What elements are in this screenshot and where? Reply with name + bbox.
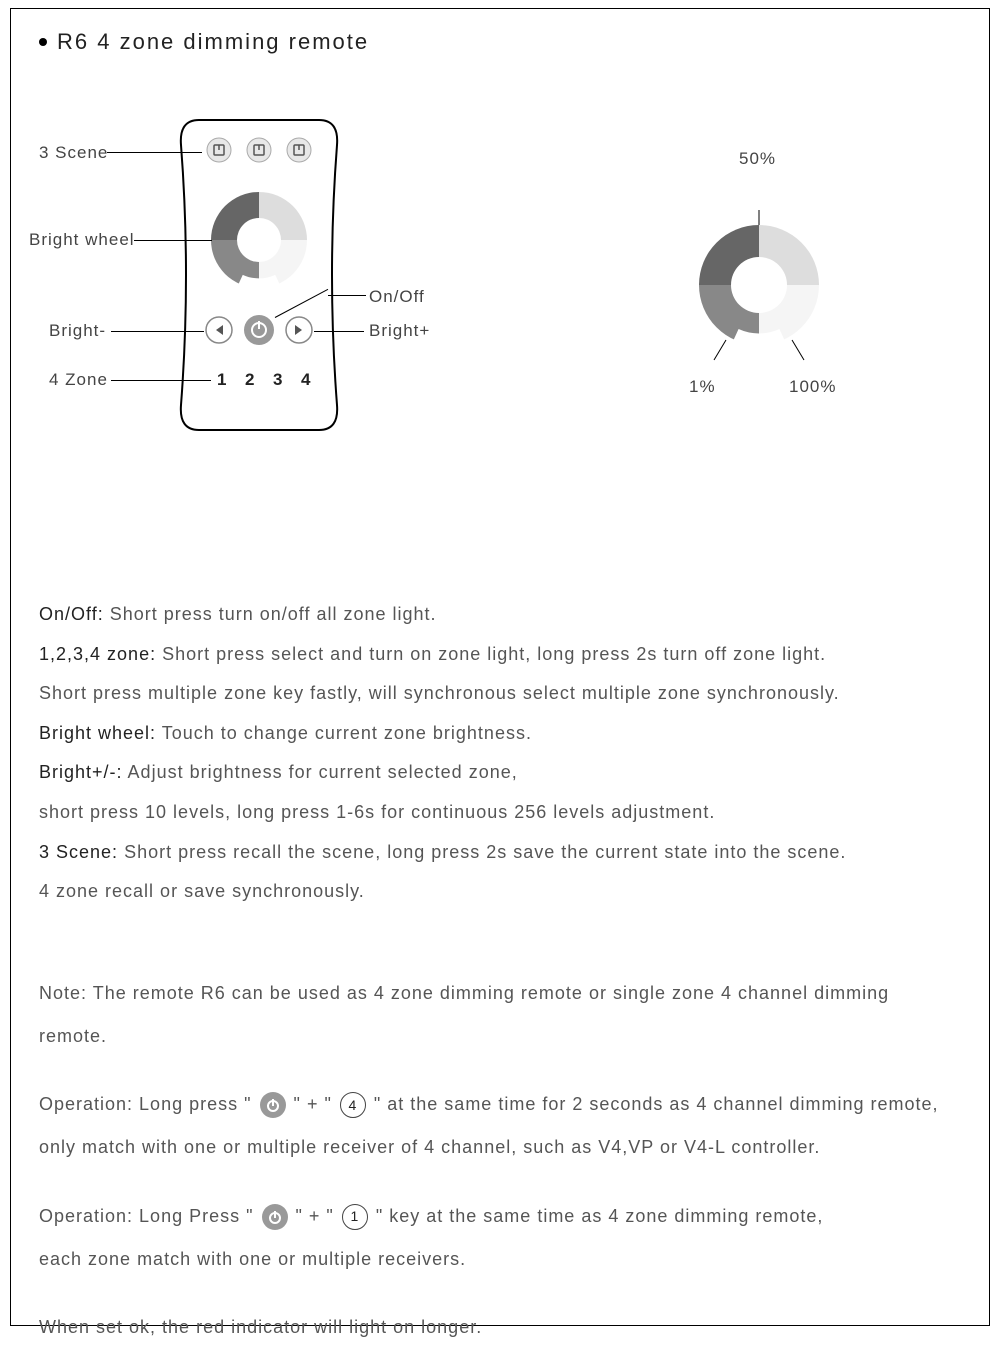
op1-a: Operation: Long press ": [39, 1094, 252, 1114]
wheel-label-50: 50%: [739, 149, 776, 169]
label-four-zone: 4 Zone: [49, 370, 108, 390]
label-bright-wheel: Bright wheel: [29, 230, 129, 250]
label-bright-minus: Bright-: [49, 321, 106, 341]
b-bright: Bright+/-:: [39, 762, 123, 782]
instructions-body: On/Off: Short press turn on/off all zone…: [39, 595, 961, 912]
op2-b: " + ": [296, 1206, 334, 1226]
b-scene: 3 Scene:: [39, 842, 118, 862]
title-row: R6 4 zone dimming remote: [39, 29, 961, 55]
leader-line: [314, 331, 364, 332]
wheel-label-1: 1%: [689, 377, 716, 397]
final-line: When set ok, the red indicator will ligh…: [39, 1306, 961, 1349]
bullet-icon: [39, 38, 47, 46]
label-on-off: On/Off: [369, 287, 425, 307]
leader-line: [111, 331, 204, 332]
label-scene: 3 Scene: [39, 143, 108, 163]
t-note: The remote R6 can be used as 4 zone dimm…: [39, 983, 889, 1046]
scene-buttons: [207, 138, 311, 162]
zone-4-icon: 4: [340, 1092, 366, 1118]
wheel-detail: 50% 1% 100%: [659, 155, 859, 415]
b-zones: 1,2,3,4 zone:: [39, 644, 156, 664]
t-zones: Short press select and turn on zone ligh…: [162, 644, 826, 664]
leader-line: [134, 240, 212, 241]
leader-line: [111, 380, 211, 381]
power-icon: [262, 1204, 288, 1230]
note-section: Note: The remote R6 can be used as 4 zon…: [39, 972, 961, 1349]
leader-line: [328, 295, 366, 296]
svg-text:1: 1: [217, 370, 227, 389]
remote-diagram: 1 2 3 4: [169, 115, 349, 435]
svg-text:4: 4: [301, 370, 311, 389]
wheel-label-100: 100%: [789, 377, 836, 397]
t-wheel: Touch to change current zone brightness.: [162, 723, 532, 743]
svg-text:3: 3: [273, 370, 283, 389]
op1-b: " + ": [294, 1094, 332, 1114]
leader-line: [107, 152, 202, 153]
op2-a: Operation: Long Press ": [39, 1206, 254, 1226]
b-wheel: Bright wheel:: [39, 723, 156, 743]
diagram-area: 1 2 3 4 3 Scene Bright wheel Bright- 4 Z…: [39, 115, 961, 495]
t-zones2: Short press multiple zone key fastly, wi…: [39, 674, 961, 714]
t-scene2: 4 zone recall or save synchronously.: [39, 872, 961, 912]
t-bright2: short press 10 levels, long press 1-6s f…: [39, 793, 961, 833]
op2-d: each zone match with one or multiple rec…: [39, 1238, 961, 1281]
t-bright: Adjust brightness for current selected z…: [128, 762, 518, 782]
page-title: R6 4 zone dimming remote: [57, 29, 369, 55]
svg-text:2: 2: [245, 370, 255, 389]
b-onoff: On/Off:: [39, 604, 104, 624]
b-note: Note:: [39, 983, 87, 1003]
t-scene: Short press recall the scene, long press…: [124, 842, 846, 862]
zone-1-icon: 1: [342, 1204, 368, 1230]
op1-c: " at the same time for 2 seconds as 4 ch…: [374, 1094, 939, 1114]
label-bright-plus: Bright+: [369, 321, 430, 341]
page-frame: R6 4 zone dimming remote: [10, 8, 990, 1326]
op1-d: only match with one or multiple receiver…: [39, 1126, 961, 1169]
power-icon: [260, 1092, 286, 1118]
remote-svg: 1 2 3 4: [169, 115, 349, 435]
op2-c: " key at the same time as 4 zone dimming…: [376, 1206, 824, 1226]
t-onoff: Short press turn on/off all zone light.: [110, 604, 437, 624]
